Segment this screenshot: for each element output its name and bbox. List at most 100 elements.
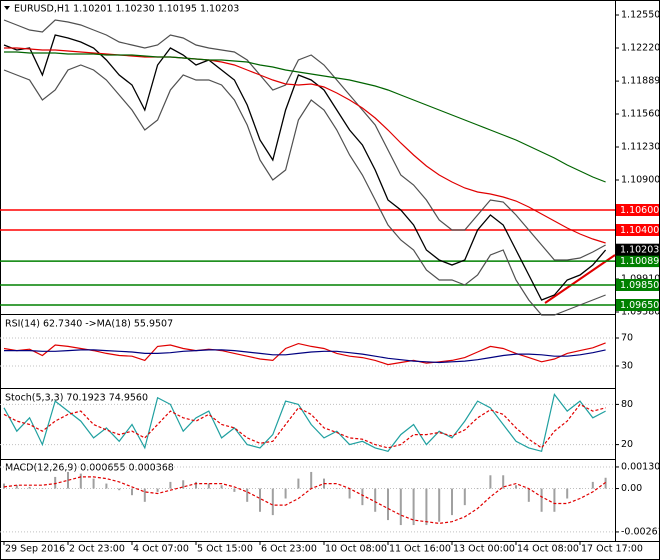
x-tick-label: 14 Oct 08:00 bbox=[517, 544, 579, 555]
histogram-bar bbox=[515, 485, 517, 489]
price-label-box bbox=[616, 279, 659, 291]
histogram-bar bbox=[502, 475, 505, 489]
series-line bbox=[4, 51, 606, 183]
price-label: 1.10203 bbox=[620, 245, 659, 256]
y-tick-label: 1.11230 bbox=[621, 142, 660, 153]
price-label: 1.10089 bbox=[620, 256, 659, 267]
y-tick-label: 20 bbox=[621, 439, 633, 450]
histogram-bar bbox=[169, 481, 172, 489]
y-tick-label: 1.12550 bbox=[621, 10, 660, 21]
histogram-bar bbox=[527, 488, 530, 502]
y-tick-label: 70 bbox=[621, 333, 633, 344]
histogram-bar bbox=[604, 477, 607, 489]
histogram-bar bbox=[28, 486, 31, 489]
histogram-bar bbox=[195, 481, 197, 489]
histogram-bar bbox=[54, 476, 57, 489]
histogram-bar bbox=[41, 488, 44, 490]
histogram-bar bbox=[553, 488, 556, 512]
y-tick-label: 0.001301 bbox=[621, 461, 660, 472]
histogram-bar bbox=[246, 488, 249, 502]
price-label-box bbox=[616, 255, 659, 268]
histogram-bar bbox=[207, 483, 210, 489]
histogram-bar bbox=[118, 488, 121, 491]
series-line bbox=[3, 342, 606, 366]
histogram-bar bbox=[591, 481, 594, 489]
histogram-bar bbox=[540, 488, 543, 512]
series-line bbox=[4, 47, 606, 244]
y-tick-label: 1.09580 bbox=[621, 307, 660, 318]
histogram-bar bbox=[361, 488, 364, 506]
x-tick-label: 4 Oct 07:00 bbox=[133, 544, 189, 555]
price-label-box bbox=[616, 224, 659, 236]
histogram-bar bbox=[566, 488, 569, 499]
series-line bbox=[3, 403, 606, 449]
trend-line bbox=[544, 254, 616, 304]
y-tick-label: -0.002614 bbox=[621, 526, 660, 537]
x-tick-label: 5 Oct 15:00 bbox=[197, 544, 253, 555]
histogram-bar bbox=[297, 478, 300, 489]
histogram-bar bbox=[451, 488, 453, 516]
histogram-bar bbox=[438, 488, 441, 522]
histogram-bar bbox=[182, 480, 185, 489]
x-tick-label: 11 Oct 16:00 bbox=[389, 544, 451, 555]
histogram-bar bbox=[476, 488, 479, 490]
histogram-bar bbox=[310, 471, 313, 489]
x-tick-label: 17 Oct 17:00 bbox=[581, 544, 643, 555]
histogram-bar bbox=[335, 488, 338, 490]
histogram-bar bbox=[425, 488, 428, 526]
price-label-box bbox=[616, 299, 659, 311]
histogram-bar bbox=[67, 471, 69, 489]
histogram-bar bbox=[579, 488, 581, 490]
series-line bbox=[3, 476, 606, 525]
series-line bbox=[3, 34, 607, 301]
histogram-bar bbox=[271, 488, 274, 516]
x-tick-label: 29 Sep 2016 bbox=[5, 544, 65, 555]
y-tick-label: 1.11560 bbox=[621, 109, 660, 120]
y-tick-label: 0.00 bbox=[621, 483, 642, 494]
histogram-bar bbox=[233, 488, 236, 492]
x-tick-label: 13 Oct 00:00 bbox=[453, 544, 515, 555]
histogram-bar bbox=[348, 488, 351, 499]
y-tick-label: 30 bbox=[621, 361, 633, 372]
price-label: 1.09650 bbox=[620, 300, 659, 311]
x-tick-label: 6 Oct 23:00 bbox=[261, 544, 317, 555]
y-tick-label: 1.11889 bbox=[621, 76, 660, 87]
y-tick-label: 1.12220 bbox=[621, 43, 660, 54]
histogram-bar bbox=[220, 485, 223, 489]
histogram-bar bbox=[92, 478, 95, 489]
series-line bbox=[3, 19, 606, 261]
price-label: 1.09850 bbox=[620, 280, 659, 291]
y-tick-label: 1.10900 bbox=[621, 175, 660, 186]
histogram-bar bbox=[374, 488, 377, 512]
histogram-bar bbox=[412, 488, 415, 526]
histogram-bar bbox=[105, 483, 108, 489]
histogram-bar bbox=[79, 473, 82, 489]
histogram-bar bbox=[156, 488, 159, 492]
price-label: 1.10400 bbox=[620, 225, 659, 236]
histogram-bar bbox=[131, 488, 133, 496]
price-label: 1.10600 bbox=[620, 205, 659, 216]
panel-title: MACD(12,26,9) 0.000655 0.000368 bbox=[5, 463, 174, 474]
y-tick-label: 80 bbox=[621, 399, 633, 410]
menu-arrow bbox=[4, 6, 10, 10]
histogram-bar bbox=[15, 485, 18, 489]
histogram-bar bbox=[463, 488, 466, 506]
histogram-bar bbox=[284, 488, 287, 499]
histogram-bar bbox=[489, 475, 492, 489]
x-tick-label: 2 Oct 23:00 bbox=[69, 544, 125, 555]
x-tick-label: 10 Oct 08:00 bbox=[325, 544, 387, 555]
series-line bbox=[4, 349, 606, 364]
panel-title: RSI(14) 62.7340 ->MA(18) 55.9507 bbox=[5, 319, 173, 330]
histogram-bar bbox=[399, 488, 402, 526]
histogram-bar bbox=[259, 488, 261, 512]
panel-title: EURUSD,H1 1.10201 1.10230 1.10195 1.1020… bbox=[14, 4, 239, 15]
histogram-bar bbox=[387, 488, 389, 521]
series-line bbox=[3, 64, 606, 316]
price-label-box bbox=[616, 243, 659, 256]
histogram-bar bbox=[3, 483, 5, 489]
histogram-bar bbox=[143, 488, 146, 502]
panel-title: Stoch(5,3,3) 70.1923 74.9560 bbox=[5, 393, 148, 404]
price-label-box bbox=[616, 204, 659, 216]
